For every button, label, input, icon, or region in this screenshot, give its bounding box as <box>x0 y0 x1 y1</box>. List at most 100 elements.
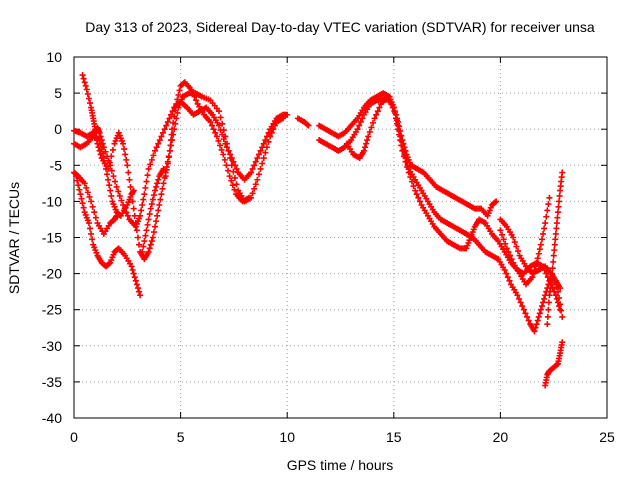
data-point <box>122 151 129 158</box>
data-point <box>160 129 167 136</box>
series-track-8 <box>294 115 312 129</box>
data-point <box>221 156 228 163</box>
data-point <box>107 187 114 194</box>
data-point <box>506 252 513 259</box>
data-point <box>166 147 173 154</box>
data-point <box>128 263 135 270</box>
data-point <box>371 115 378 122</box>
data-point <box>228 177 235 184</box>
data-point <box>231 174 238 181</box>
data-point <box>215 108 222 115</box>
data-point <box>78 195 85 202</box>
data-point <box>160 180 167 187</box>
data-point <box>132 220 139 227</box>
data-point <box>233 165 240 172</box>
data-point <box>89 203 96 210</box>
data-point <box>413 191 420 198</box>
data-point <box>553 225 560 232</box>
data-point <box>553 220 560 227</box>
data-point <box>493 198 500 205</box>
data-point <box>144 172 151 179</box>
data-point <box>168 111 175 118</box>
x-tick-label: 0 <box>70 429 78 445</box>
data-point <box>532 263 539 270</box>
data-point <box>284 111 291 118</box>
data-point <box>130 205 137 212</box>
data-point <box>134 285 141 292</box>
data-point <box>113 212 120 219</box>
data-point <box>120 140 127 147</box>
data-point <box>147 241 154 248</box>
data-point <box>209 122 216 129</box>
data-point <box>500 236 507 243</box>
data-point <box>552 292 559 299</box>
data-point <box>222 133 229 140</box>
data-point <box>207 118 214 125</box>
data-point <box>534 317 541 324</box>
x-tick-label: 20 <box>493 429 509 445</box>
series-track-5 <box>79 72 286 263</box>
data-point <box>262 137 269 144</box>
data-point <box>141 191 148 198</box>
data-point <box>131 274 138 281</box>
data-point <box>397 137 404 144</box>
data-point <box>159 185 166 192</box>
data-point <box>255 151 262 158</box>
series-track-9 <box>316 90 500 219</box>
data-point <box>549 265 556 272</box>
data-point <box>153 144 160 151</box>
data-point <box>268 129 275 136</box>
data-point <box>88 198 95 205</box>
data-point <box>391 109 398 116</box>
data-point <box>415 194 422 201</box>
data-point <box>553 361 560 368</box>
data-point <box>534 255 541 262</box>
data-point <box>146 245 153 252</box>
data-point <box>554 288 561 295</box>
data-point <box>501 266 508 273</box>
data-point <box>176 87 183 94</box>
data-point <box>156 137 163 144</box>
data-point <box>271 122 278 129</box>
data-point <box>79 200 86 207</box>
data-point <box>170 119 177 126</box>
data-point <box>492 199 499 206</box>
data-point <box>559 313 566 320</box>
data-point <box>513 243 520 250</box>
data-point <box>544 274 551 281</box>
data-point <box>374 108 381 115</box>
data-point <box>73 173 80 180</box>
data-point <box>140 196 147 203</box>
data-point <box>112 178 119 185</box>
data-point <box>395 126 402 133</box>
data-point <box>109 146 116 153</box>
data-point <box>147 161 154 168</box>
data-point <box>83 86 90 93</box>
data-point <box>522 310 529 317</box>
data-point <box>136 241 143 248</box>
data-point <box>105 176 112 183</box>
data-point <box>85 95 92 102</box>
data-point <box>116 192 123 199</box>
series-track-6 <box>139 165 167 255</box>
data-point <box>546 194 553 201</box>
data-point <box>400 153 407 160</box>
data-point <box>538 303 545 310</box>
series-track-4 <box>73 173 144 299</box>
data-point <box>304 121 311 128</box>
data-point <box>193 97 200 104</box>
data-point <box>169 126 176 133</box>
data-point <box>163 166 170 173</box>
data-point <box>137 212 144 219</box>
data-point <box>552 236 559 243</box>
data-point <box>110 173 117 180</box>
data-point <box>91 209 98 216</box>
data-point <box>360 147 367 154</box>
data-point <box>532 324 539 331</box>
data-point <box>549 271 556 278</box>
data-point <box>259 160 266 167</box>
data-point <box>503 245 510 252</box>
data-point <box>89 236 96 243</box>
data-point <box>191 93 198 100</box>
